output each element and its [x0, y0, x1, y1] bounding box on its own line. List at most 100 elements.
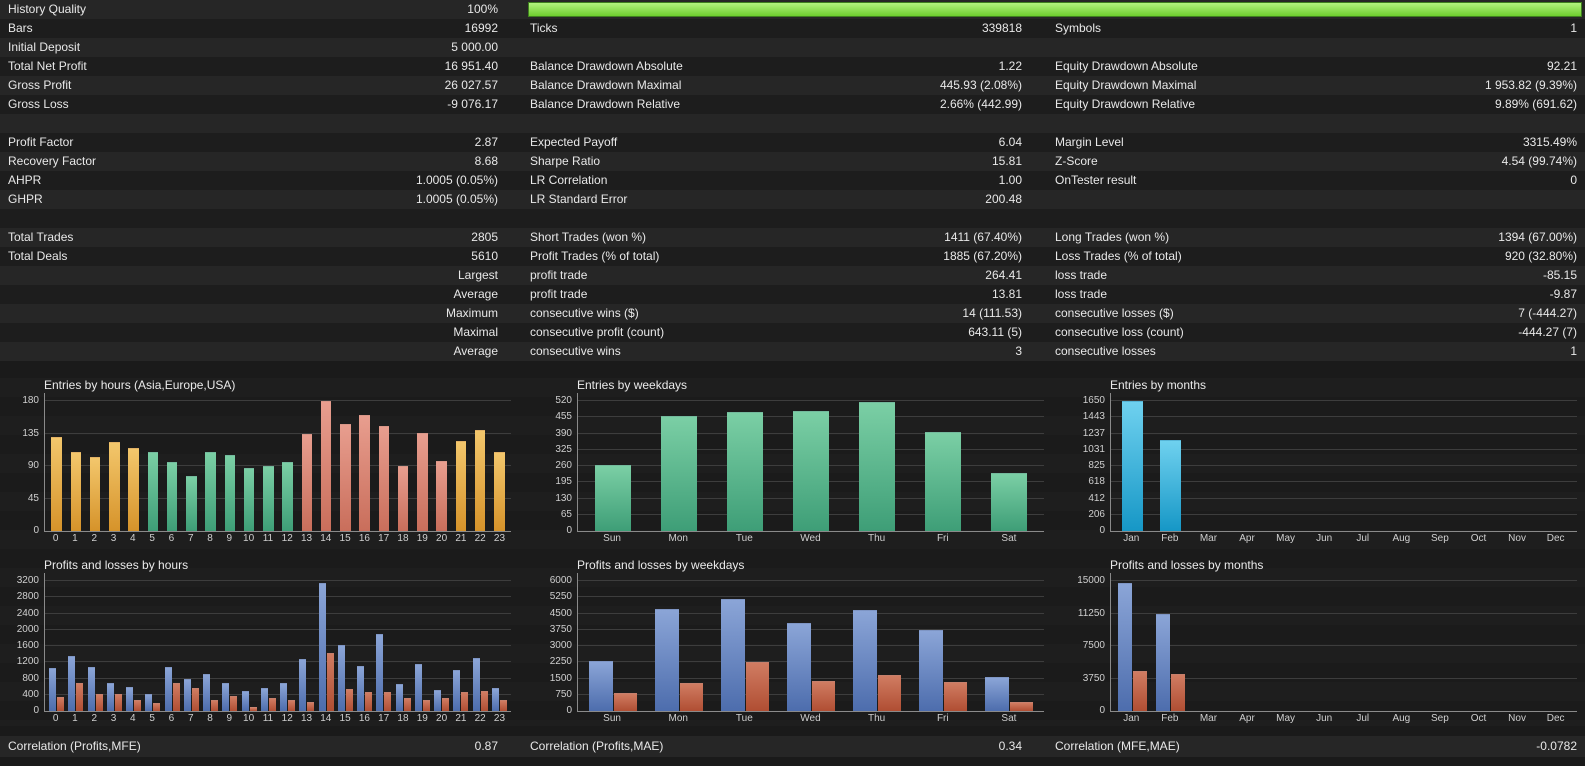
stats-row[interactable]: Recovery Factor 8.68 Sharpe Ratio 15.81 Z-Sc…: [0, 152, 1585, 171]
bar-group: [580, 393, 646, 531]
stat-value: 3: [1015, 344, 1022, 358]
stat-value: Maximum: [445, 306, 498, 320]
x-tick-label: 6: [168, 713, 175, 724]
y-tick-label: 90: [27, 460, 39, 471]
bar-group: [976, 393, 1042, 531]
x-tick-label: Tue: [735, 533, 753, 544]
bar-losses: [480, 691, 488, 711]
stats-row[interactable]: Average profit trade 13.81 loss trade -9.87: [0, 285, 1585, 304]
stats-row[interactable]: Largest profit trade 264.41 loss trade -85.1…: [0, 266, 1585, 285]
bar-group: [778, 573, 844, 711]
bar-profits: [395, 684, 403, 711]
stat-label: [8, 266, 290, 285]
bar-entries: [417, 433, 428, 531]
correlation-mfe-mae-label: Correlation (MFE,MAE): [1055, 739, 1180, 753]
correlation-row[interactable]: Correlation (Profits,MFE) 0.87 Correlati…: [0, 736, 1585, 757]
bar-entries: [474, 430, 486, 531]
bar-losses: [153, 703, 161, 711]
stat-value: [1355, 209, 1577, 228]
x-axis: Jan Feb Mar Apr May Jun Jul Aug Sep Oct Nov Dec: [1110, 712, 1577, 726]
x-tick-label: 23: [493, 713, 506, 724]
bar-profits: [87, 667, 95, 711]
x-tick-label: Aug: [1392, 533, 1411, 544]
bar-group: [1229, 573, 1268, 711]
stats-row[interactable]: Average consecutive wins 3 consecutive loss…: [0, 342, 1585, 361]
bar-group: [163, 573, 182, 711]
stat-label: [8, 342, 290, 361]
x-tick-label: Wed: [800, 533, 821, 544]
correlation-mfe-mae-value: -0.0782: [1536, 739, 1577, 753]
bar-group: [910, 573, 976, 711]
y-tick-label: 65: [560, 508, 572, 520]
y-tick-label: 455: [555, 411, 572, 423]
bar-profits: [720, 599, 745, 711]
bar-group: [1190, 393, 1229, 531]
stats-row[interactable]: Gross Profit 26 027.57 Balance Drawdown Ma…: [0, 76, 1585, 95]
correlation-profits-mae-value: 0.34: [998, 739, 1022, 753]
chart-title: Entries by months: [1110, 378, 1207, 392]
gridline: [578, 400, 1044, 401]
bar-profits: [68, 656, 76, 711]
bar-losses: [288, 700, 296, 711]
y-tick-label: 6000: [549, 575, 572, 586]
bar-group: [317, 573, 336, 711]
bar-group: [1152, 393, 1191, 531]
stats-row[interactable]: [0, 209, 1585, 228]
stats-row[interactable]: Bars 16992 Ticks 339818 Symbols 1: [0, 19, 1585, 38]
stats-row[interactable]: Maximal consecutive profit (count) 643.11 …: [0, 323, 1585, 342]
stats-row[interactable]: GHPR 1.0005 (0.05%) LR Standard Error 200.4…: [0, 190, 1585, 209]
stat-value: -9.87: [1549, 287, 1577, 301]
bar-profits: [164, 667, 172, 711]
gridline: [578, 677, 1044, 679]
stat-label: [1055, 38, 1355, 57]
chart-profits-losses-by-months: Profits and losses by months 0 3750 7500 112…: [1074, 558, 1577, 726]
y-tick-label: 45: [27, 492, 39, 504]
bar-group: [86, 393, 105, 531]
x-tick-label: 3: [110, 533, 117, 544]
x-tick-label: Mar: [1199, 713, 1218, 724]
x-tick-label: 7: [187, 533, 194, 544]
bar-losses: [499, 700, 507, 711]
x-tick-label: 5: [149, 533, 155, 544]
stats-row[interactable]: AHPR 1.0005 (0.05%) LR Correlation 1.00 OnTe…: [0, 171, 1585, 190]
stats-row[interactable]: Total Net Profit 16 951.40 Balance Drawdow…: [0, 57, 1585, 76]
bar-entries: [282, 462, 293, 531]
stat-label: AHPR: [8, 173, 42, 187]
gridline: [1111, 416, 1577, 418]
bar-group: [1306, 573, 1345, 711]
x-tick-label: Jan: [1123, 713, 1140, 724]
gridline: [578, 693, 1044, 695]
stats-row[interactable]: Maximum consecutive wins ($) 14 (111.53) co…: [0, 304, 1585, 323]
plot-area: [577, 573, 1044, 712]
y-tick-label: 15000: [1077, 575, 1105, 586]
bar-group: [143, 393, 162, 531]
bar-entries: [359, 415, 370, 531]
x-tick-label: Mar: [1199, 533, 1218, 544]
chart-entries-by-weekdays: Entries by weekdays 0 65 130 195 260 325 390 455…: [541, 378, 1044, 546]
stats-row[interactable]: History Quality 100%: [0, 0, 1585, 19]
correlation-profits-mae-label: Correlation (Profits,MAE): [530, 739, 664, 753]
stats-row[interactable]: Total Trades 2805 Short Trades (won %) 1411…: [0, 228, 1585, 247]
bar-group: [259, 393, 278, 531]
y-tick-label: 0: [33, 705, 39, 716]
charts-grid: Entries by hours (Asia,Europe,USA) 0 45 90 1…: [0, 378, 1585, 726]
stats-row[interactable]: Profit Factor 2.87 Expected Payoff 6.04 Marg…: [0, 133, 1585, 152]
x-tick-label: Oct: [1470, 713, 1487, 724]
bar-losses: [1171, 674, 1186, 711]
stats-row[interactable]: Total Deals 5610 Profit Trades (% of total…: [0, 247, 1585, 266]
stats-row[interactable]: [0, 114, 1585, 133]
stat-value: [830, 209, 1022, 228]
bar-group: [1344, 393, 1383, 531]
stat-label: consecutive losses: [1055, 344, 1156, 358]
x-tick-label: 6: [168, 533, 175, 544]
stat-value: [290, 114, 498, 133]
stats-row[interactable]: Gross Loss -9 076.17 Balance Drawdown Rela…: [0, 95, 1585, 114]
bar-group: [1306, 393, 1345, 531]
stats-row[interactable]: Initial Deposit 5 000.00: [0, 38, 1585, 57]
bar-profits: [376, 634, 384, 711]
bar-losses: [403, 698, 411, 711]
bar-group: [1537, 573, 1576, 711]
bar-group: [374, 573, 393, 711]
y-tick-label: 11250: [1077, 607, 1105, 619]
y-axis: 0 206 412 618 825 1031 1237 1443 1650: [1074, 393, 1110, 536]
